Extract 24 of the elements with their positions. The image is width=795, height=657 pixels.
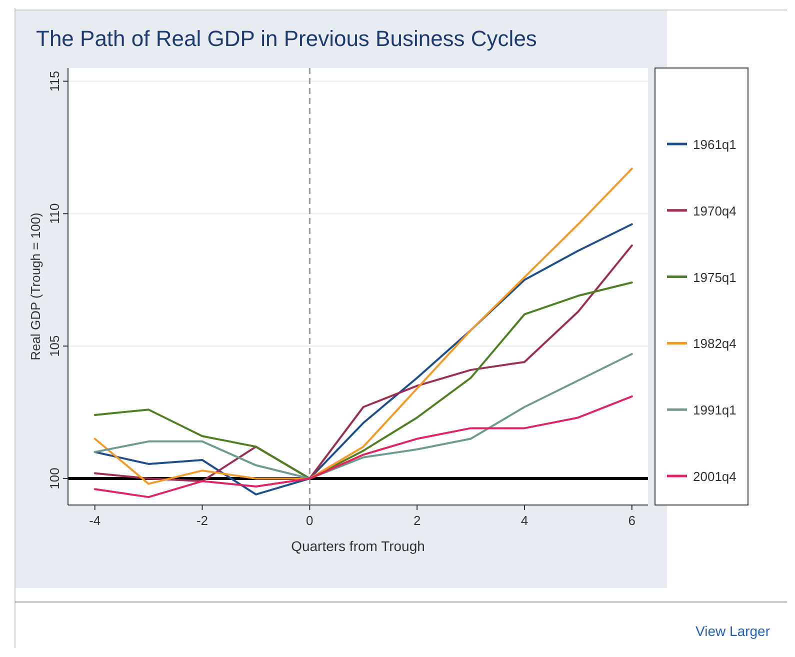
line-series [94,168,633,485]
x-tick-label: 4 [520,513,528,528]
legend-label: 1975q1 [693,270,736,285]
y-tick-label: 105 [47,335,62,357]
legend-label: 1970q4 [693,203,736,218]
x-tick-label: 0 [306,513,314,528]
legend-label: 1961q1 [693,137,736,152]
chart-title: The Path of Real GDP in Previous Business Cycles [36,26,537,51]
y-tick-label: 110 [47,203,62,224]
legend-label: 1982q4 [693,336,736,352]
legend-label: 1991q1 [693,402,736,418]
y-tick-label: 115 [47,70,62,92]
line-series [94,353,633,480]
line-series [94,395,633,498]
x-axis-title: Quarters from Trough [291,538,425,554]
legend-label: 2001q4 [693,469,736,484]
y-axis-title: Real GDP (Trough = 100) [28,212,43,360]
text: View Larger [696,623,770,639]
x-tick-label: -2 [196,513,208,528]
y-tick-label: 100 [47,468,62,490]
x-tick-label: 6 [628,513,636,528]
line-series [94,282,633,480]
x-tick-label: -4 [89,513,101,528]
x-tick-label: 2 [413,513,421,528]
